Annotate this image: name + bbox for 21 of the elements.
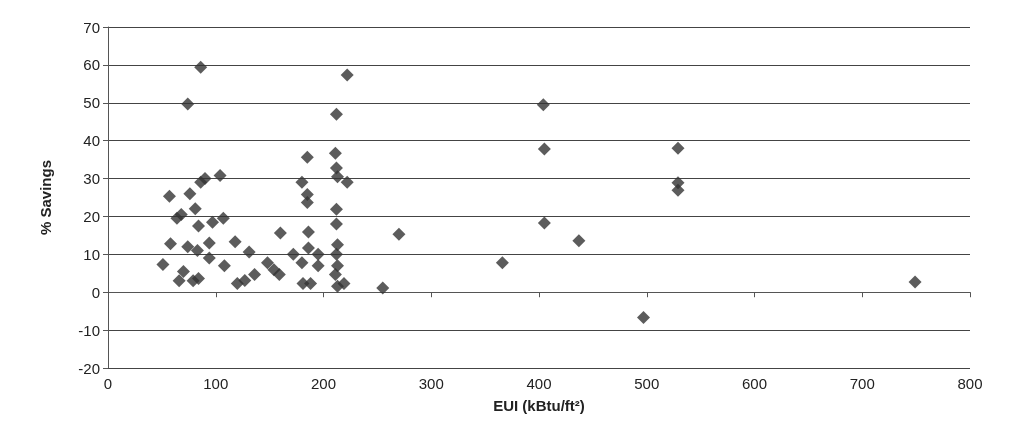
y-tick-label: 60 <box>83 56 100 74</box>
x-axis-title: EUI (kBtu/ft²) <box>493 397 585 414</box>
x-tick-label: 500 <box>634 375 660 392</box>
x-tick-label: 300 <box>418 375 444 392</box>
y-tick-label: 30 <box>83 170 100 188</box>
x-tick-label: 700 <box>849 375 875 392</box>
x-tick-label: 200 <box>310 375 337 392</box>
y-tick-label: 20 <box>83 207 100 225</box>
y-tick-label: 0 <box>91 283 100 301</box>
y-tick-label: 50 <box>83 94 100 112</box>
x-tick-label: 600 <box>741 375 768 392</box>
x-tick-label: 400 <box>526 375 552 392</box>
y-tick-label: 70 <box>83 18 100 36</box>
y-tick-label: 40 <box>83 132 100 150</box>
y-axis-title: % Savings <box>37 159 54 236</box>
y-tick-label: -10 <box>78 321 100 339</box>
x-tick-label: 800 <box>957 375 983 392</box>
x-tick-label: 0 <box>103 375 113 392</box>
x-tick-label: 100 <box>203 375 229 392</box>
y-tick-label: 10 <box>83 245 100 263</box>
y-tick-label: -20 <box>78 359 100 377</box>
